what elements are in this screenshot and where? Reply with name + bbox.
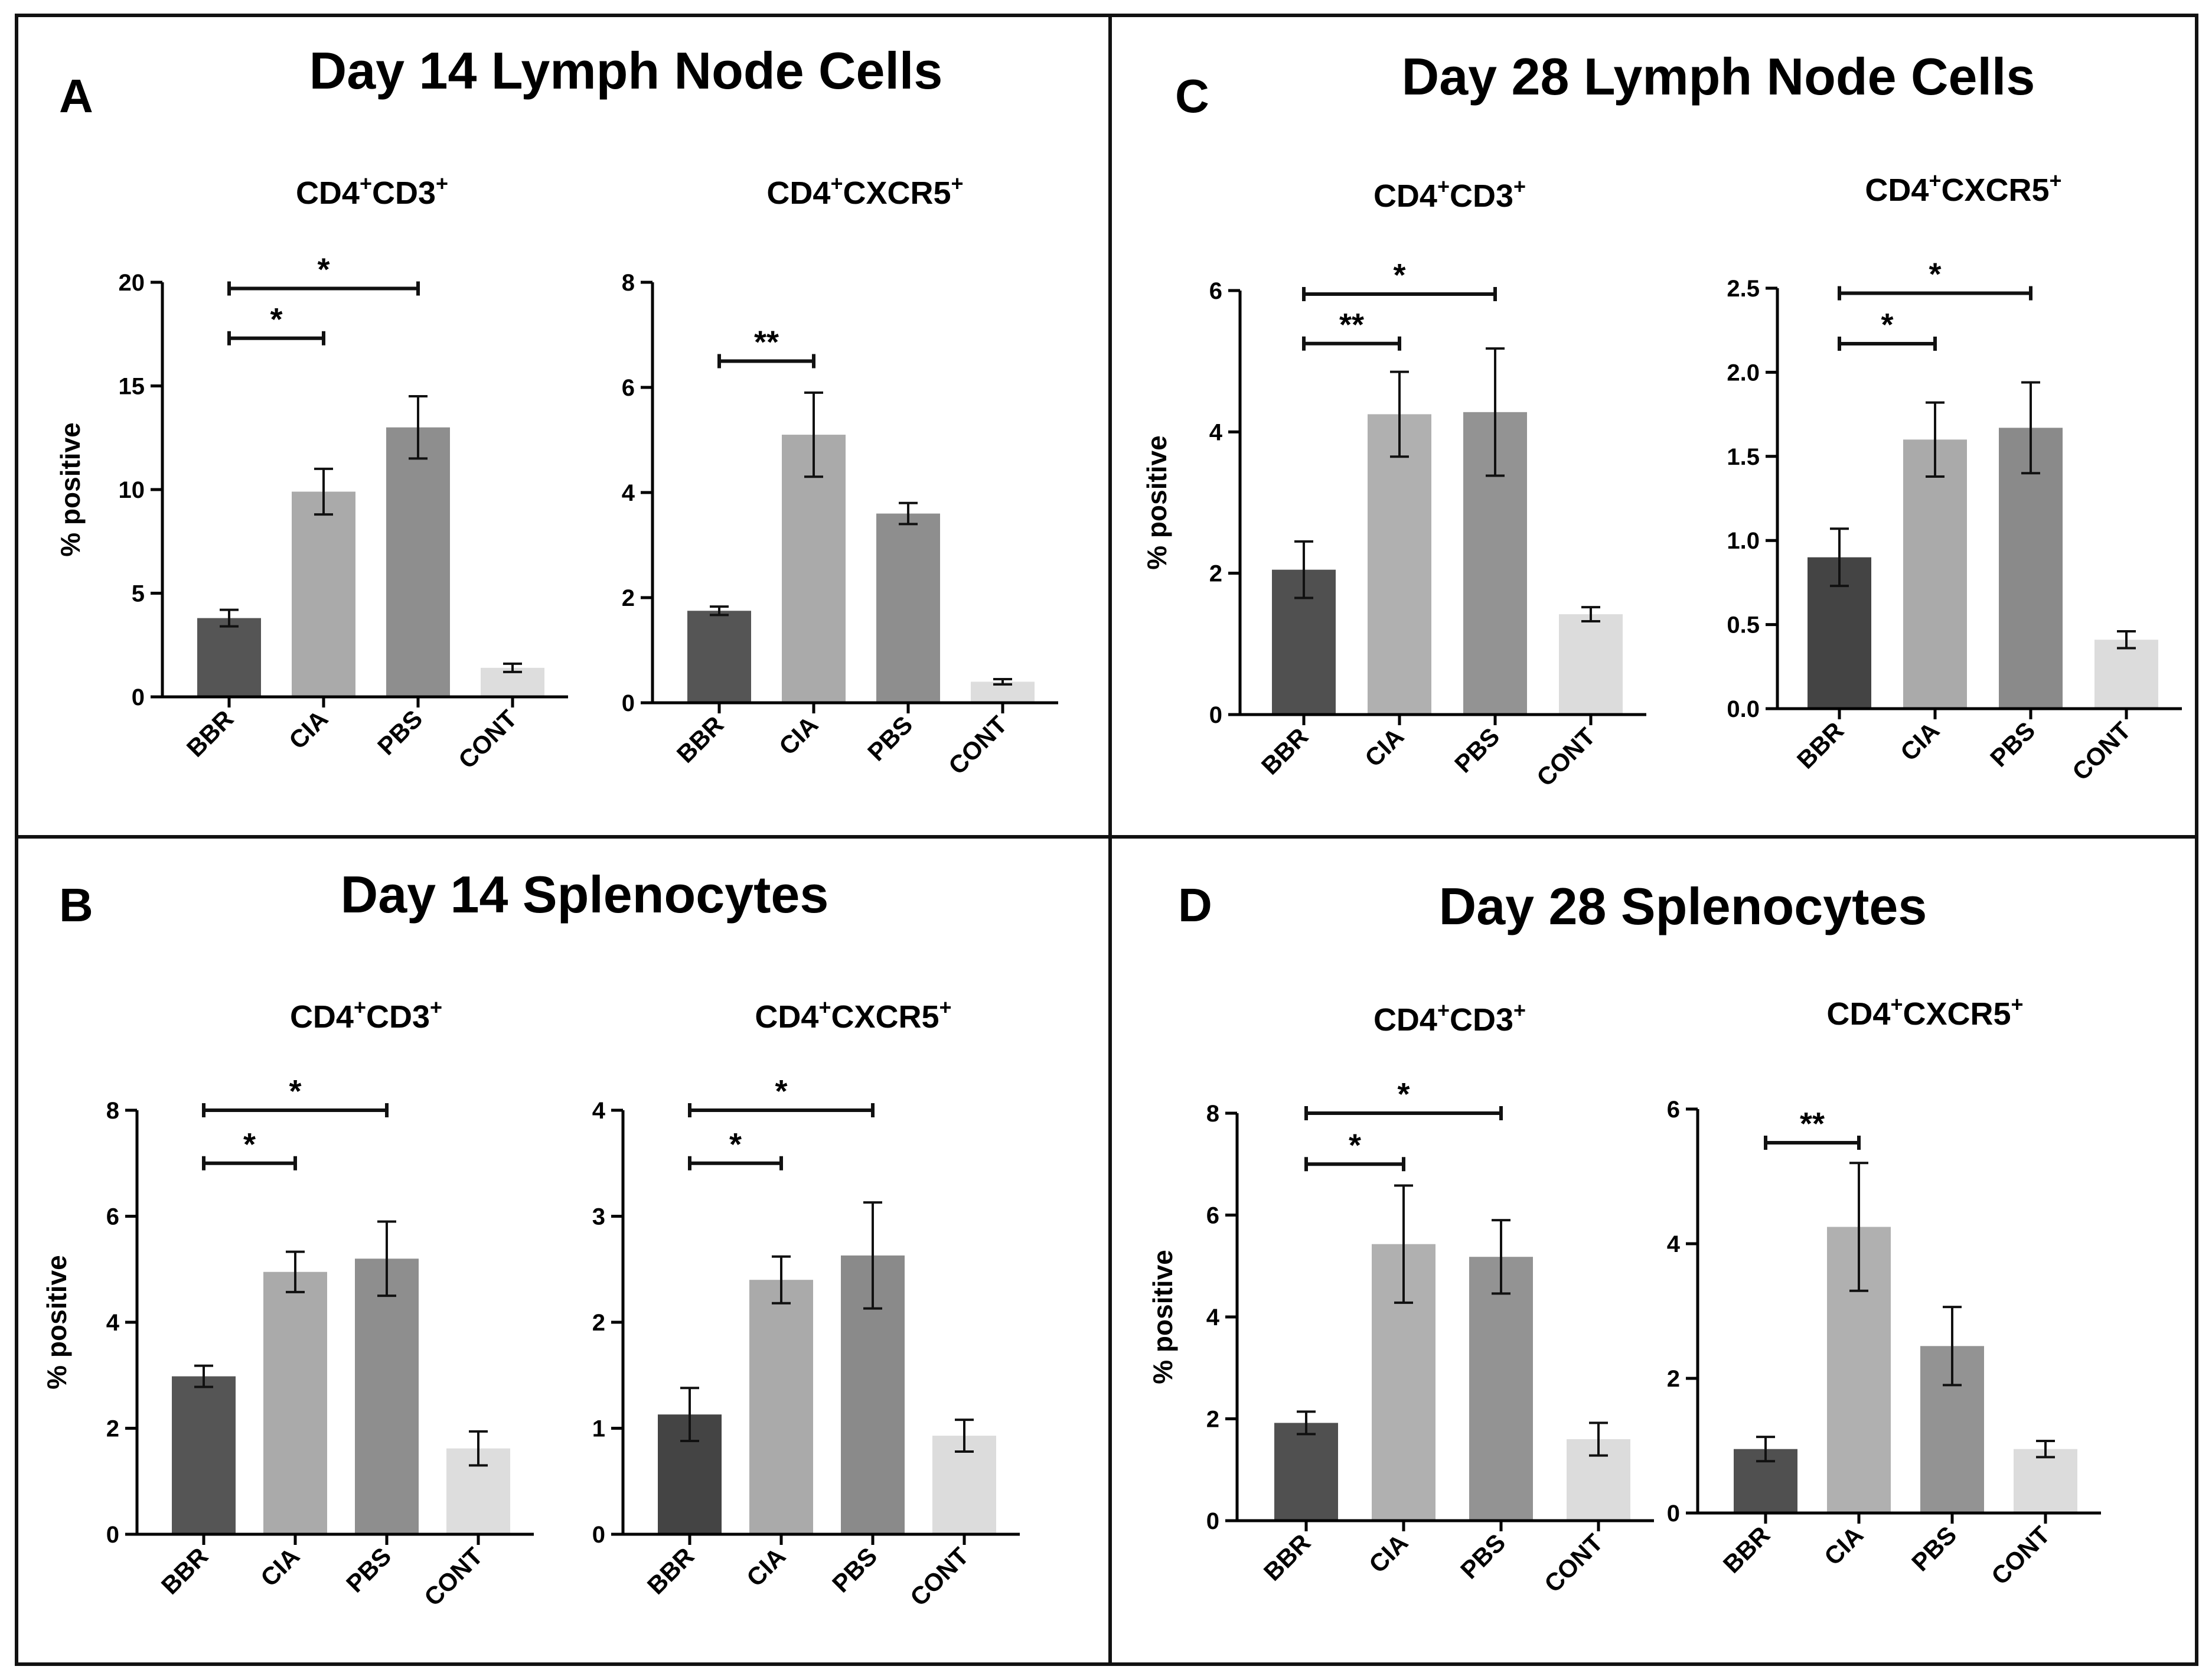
bar-bbr xyxy=(1274,1423,1338,1521)
bar-pbs xyxy=(876,513,940,703)
significance-label: * xyxy=(1349,1127,1361,1163)
y-tick-label: 5 xyxy=(132,581,145,607)
y-tick-label: 2 xyxy=(622,585,635,611)
significance-label: * xyxy=(1397,1077,1410,1112)
chart-title: CD4+CD3+ xyxy=(1373,998,1526,1038)
significance-label: * xyxy=(243,1127,256,1162)
panel-a-letter: A xyxy=(59,70,93,122)
y-tick-label: 0 xyxy=(106,1522,119,1548)
chart-title: CD4+CD3+ xyxy=(296,171,448,211)
y-tick-label: 1 xyxy=(592,1416,605,1442)
y-tick-label: 0 xyxy=(1209,702,1222,728)
y-tick-label: 4 xyxy=(622,480,635,506)
chart-title: CD4+CXCR5+ xyxy=(755,995,951,1035)
significance-label: * xyxy=(317,252,329,288)
y-tick-label: 2 xyxy=(1209,561,1222,587)
y-tick-label: 8 xyxy=(1206,1101,1219,1127)
bar-pbs xyxy=(386,427,450,697)
panel-d-letter: D xyxy=(1178,879,1212,931)
y-axis-label: % positive xyxy=(41,1255,72,1390)
bar-cia xyxy=(1903,439,1967,709)
y-tick-label: 0 xyxy=(622,690,635,716)
panel-a-title: Day 14 Lymph Node Cells xyxy=(309,41,943,100)
y-tick-label: 4 xyxy=(1667,1231,1681,1257)
panel-c-title: Day 28 Lymph Node Cells xyxy=(1402,47,2035,106)
y-tick-label: 2.0 xyxy=(1727,360,1760,386)
y-tick-label: 0 xyxy=(592,1522,605,1548)
y-tick-label: 8 xyxy=(106,1098,119,1124)
y-tick-label: 2 xyxy=(106,1416,119,1442)
panel-c: C Day 28 Lymph Node Cells xyxy=(1175,47,2035,122)
significance-label: * xyxy=(729,1127,742,1162)
y-tick-label: 0 xyxy=(1206,1508,1219,1534)
bar-cia xyxy=(263,1271,327,1534)
y-tick-label: 1.0 xyxy=(1727,528,1760,554)
panel-b-title: Day 14 Splenocytes xyxy=(341,865,829,924)
y-tick-label: 6 xyxy=(1209,278,1222,304)
y-tick-label: 3 xyxy=(592,1204,605,1230)
panel-d-title: Day 28 Splenocytes xyxy=(1439,877,1927,935)
y-axis-label: % positive xyxy=(1141,435,1172,570)
bar-cont xyxy=(2094,640,2158,709)
significance-label: * xyxy=(289,1074,301,1109)
significance-label: ** xyxy=(1800,1106,1825,1142)
y-tick-label: 6 xyxy=(1667,1097,1680,1123)
bar-cont xyxy=(1559,614,1623,715)
y-tick-label: 6 xyxy=(106,1204,119,1230)
bar-cia xyxy=(1368,414,1431,715)
y-tick-label: 15 xyxy=(119,374,145,400)
significance-label: * xyxy=(1881,307,1893,343)
significance-label: * xyxy=(1393,257,1405,293)
chart-title: CD4+CXCR5+ xyxy=(1826,992,2023,1032)
panel-b-letter: B xyxy=(59,879,93,931)
y-tick-label: 0 xyxy=(132,684,145,710)
bar-cia xyxy=(749,1280,813,1534)
y-tick-label: 4 xyxy=(592,1098,606,1124)
y-tick-label: 2.5 xyxy=(1727,276,1760,302)
y-tick-label: 2 xyxy=(592,1310,605,1336)
bar-pbs xyxy=(1469,1257,1533,1521)
figure-frame xyxy=(15,14,2198,1666)
y-tick-label: 4 xyxy=(1206,1305,1220,1331)
y-tick-label: 1.5 xyxy=(1727,444,1760,470)
significance-label: ** xyxy=(754,325,779,360)
chart-title: CD4+CD3+ xyxy=(290,995,442,1035)
panel-b: B Day 14 Splenocytes xyxy=(59,865,828,931)
significance-label: * xyxy=(775,1074,787,1109)
y-tick-label: 0 xyxy=(1667,1501,1680,1527)
chart-title: CD4+CD3+ xyxy=(1373,174,1526,214)
y-tick-label: 0.0 xyxy=(1727,696,1760,722)
significance-label: * xyxy=(1929,257,1941,292)
chart-title: CD4+CXCR5+ xyxy=(766,171,963,211)
y-tick-label: 8 xyxy=(622,270,635,296)
panel-c-letter: C xyxy=(1175,70,1209,122)
y-tick-label: 6 xyxy=(1206,1203,1219,1229)
y-tick-label: 10 xyxy=(119,477,145,503)
chart-title: CD4+CXCR5+ xyxy=(1865,168,2061,208)
y-tick-label: 20 xyxy=(119,270,145,296)
bar-cia xyxy=(292,491,355,697)
y-tick-label: 2 xyxy=(1667,1366,1680,1392)
bar-pbs xyxy=(355,1258,419,1534)
panel-a: A Day 14 Lymph Node Cells xyxy=(59,41,942,122)
y-tick-label: 4 xyxy=(1209,419,1223,445)
bar-cont xyxy=(2014,1449,2077,1513)
bar-bbr xyxy=(172,1376,236,1534)
significance-label: ** xyxy=(1339,307,1364,343)
y-axis-label: % positive xyxy=(1147,1250,1178,1384)
panel-d: D Day 28 Splenocytes xyxy=(1178,877,1927,935)
y-tick-label: 6 xyxy=(622,375,635,401)
bar-cia xyxy=(782,435,846,703)
y-axis-label: % positive xyxy=(55,422,86,557)
y-tick-label: 0.5 xyxy=(1727,612,1760,638)
bar-bbr xyxy=(197,618,261,697)
significance-label: * xyxy=(270,302,282,337)
bar-pbs xyxy=(1999,428,2063,709)
y-tick-label: 4 xyxy=(106,1310,120,1336)
chart-c-cd4-cxcr5: CD4+CXCR5+BBR CIA PBS CONT0.00.51.01.52.02.… xyxy=(1727,168,2182,786)
y-tick-label: 2 xyxy=(1206,1407,1219,1433)
bar-bbr xyxy=(687,611,751,703)
